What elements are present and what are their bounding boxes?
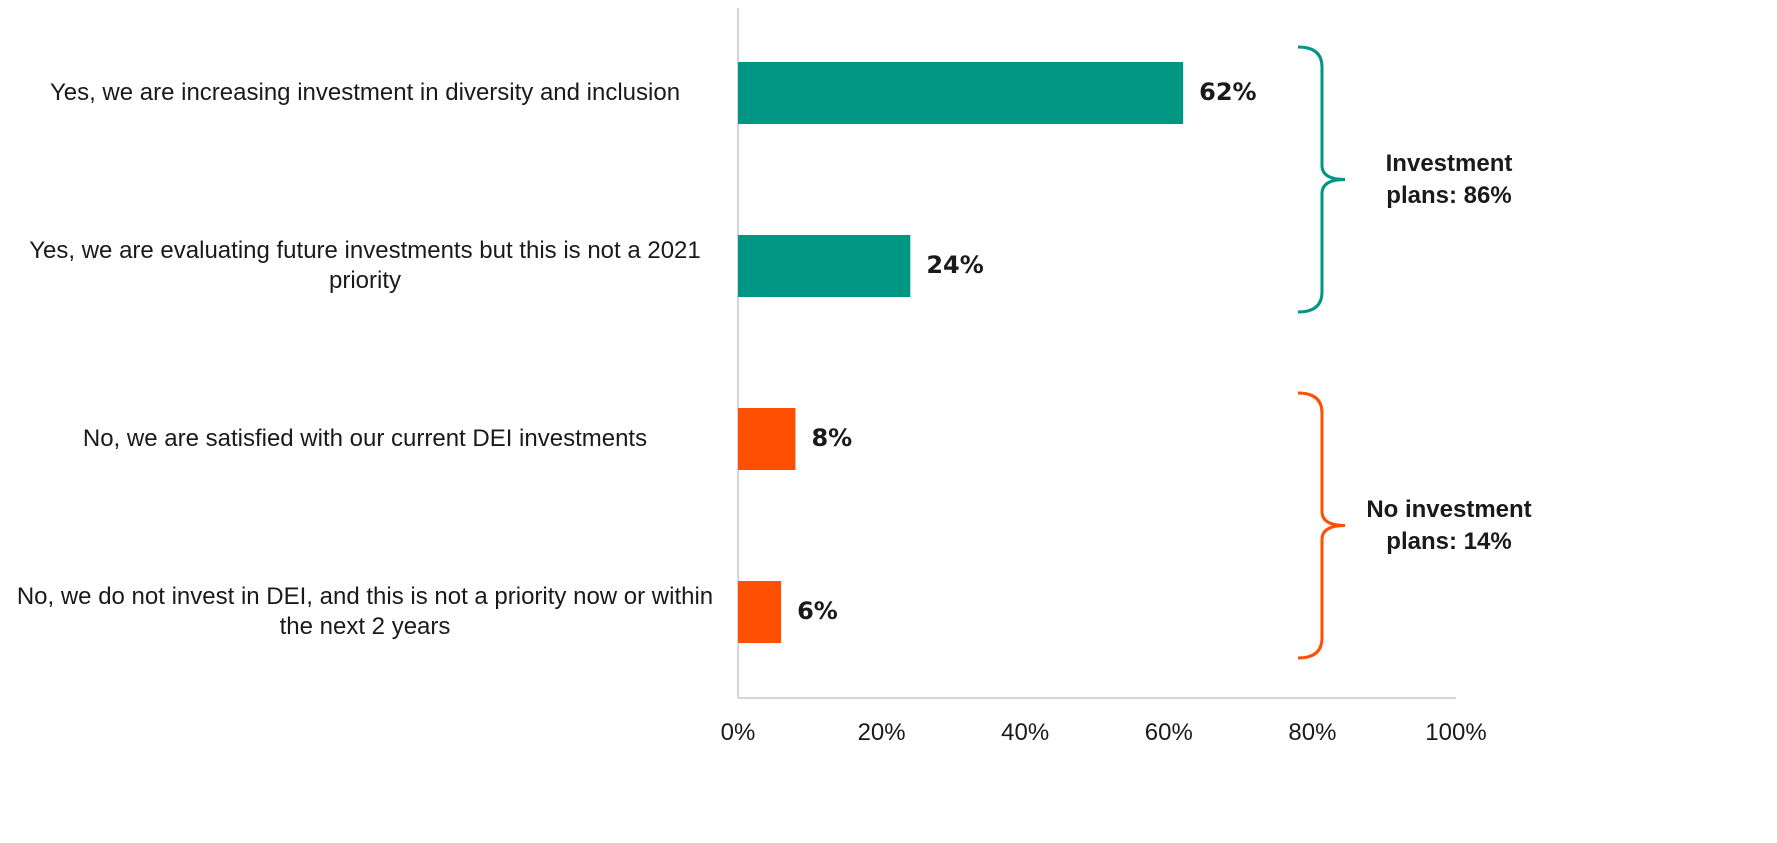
bar xyxy=(738,408,796,470)
category-label: No, we do not invest in DEI, and this is… xyxy=(16,583,714,640)
value-label: 8% xyxy=(811,424,852,452)
x-tick-label: 100% xyxy=(1425,719,1486,746)
value-label: 6% xyxy=(797,597,838,625)
x-tick-label: 80% xyxy=(1288,719,1336,746)
category-label: Yes, we are evaluating future investment… xyxy=(29,237,701,294)
x-tick-label: 20% xyxy=(858,719,906,746)
category-label: No, we are satisfied with our current DE… xyxy=(82,425,648,452)
annotation: No investment plans: 14% xyxy=(1366,495,1532,555)
annotation: Investment plans: 86% xyxy=(1385,149,1513,209)
bar xyxy=(738,62,1184,124)
x-tick-label: 60% xyxy=(1145,719,1193,746)
bracket xyxy=(1297,391,1346,660)
bracket xyxy=(1297,45,1346,314)
category-label: Yes, we are increasing investment in div… xyxy=(49,79,681,106)
x-tick-label: 40% xyxy=(1001,719,1049,746)
x-tick-label: 0% xyxy=(721,719,756,746)
bar xyxy=(738,235,911,297)
value-label: 24% xyxy=(926,251,983,279)
value-label: 62% xyxy=(1199,78,1256,106)
bar xyxy=(738,581,782,643)
